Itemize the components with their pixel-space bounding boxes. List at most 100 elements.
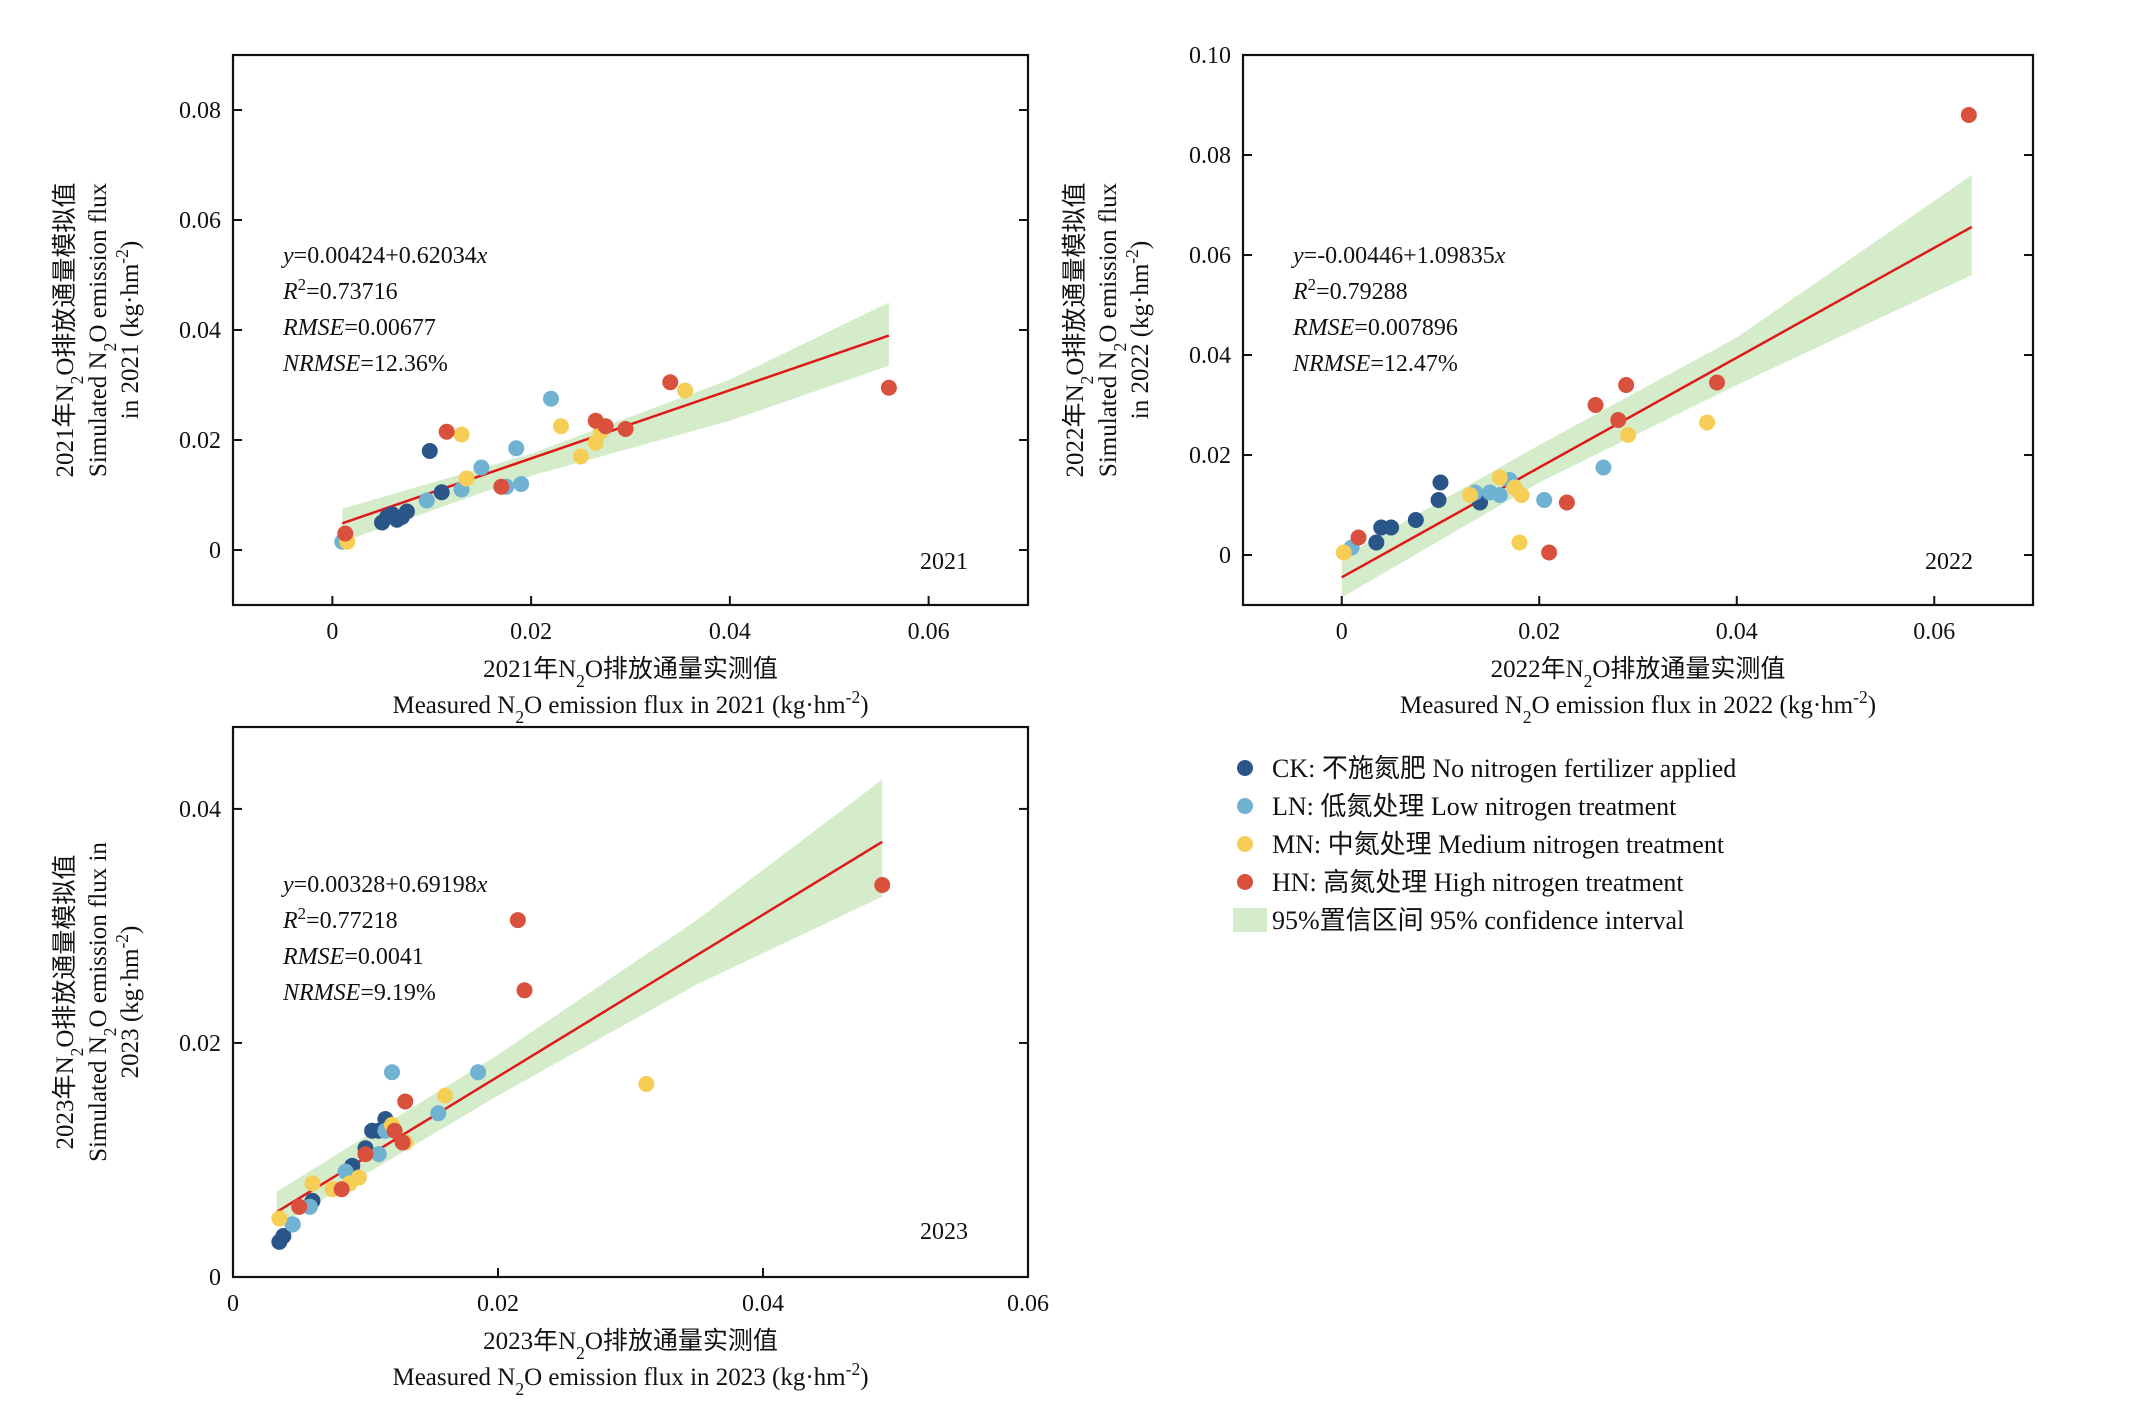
y-tick-label: 0.06 [1189,243,1231,269]
legend-swatch [1233,908,1267,932]
legend-marker [1237,874,1253,890]
data-point-mn [1699,414,1716,431]
stat-eq: y=0.00424+0.62034x [281,243,488,269]
y-tick-label: 0 [209,538,221,564]
y-tick-label: 0.04 [1189,343,1231,369]
data-point-hn [880,379,897,396]
x-tick-label: 0.02 [1518,619,1560,645]
stat-rmse: RMSE=0.00677 [282,315,436,341]
x-tick-label: 0.06 [1913,619,1955,645]
x-axis-title-en: Measured N2O emission flux in 2021 (kg·h… [392,687,868,727]
x-axis-title-cn: 2022年N2O排放通量实测值 [1491,655,1786,691]
legend-label: LN: 低氮处理 Low nitrogen treatment [1272,792,1677,821]
chart-panel-2022: 0 0.02 0.04 0.06 0 0.02 0.04 0.06 0.08 0.10 2022年N… [1061,43,2035,727]
y-tick-label: 0.02 [1189,443,1231,469]
x-axis-title-en: Measured N2O emission flux in 2022 (kg·h… [1400,687,1876,727]
y-axis-title-en: Simulated N2O emission flux [1095,182,1130,477]
data-point-hn [357,1146,374,1163]
legend-item-hn: HN: 高氮处理 High nitrogen treatment [1237,868,1684,897]
x-tick-label: 0 [1336,619,1348,645]
confidence-band [1341,175,1972,598]
y-axis-title-en-2: in 2021 (kg·hm-2) [112,241,144,419]
year-label: 2022 [1925,549,1973,575]
data-point-ck [1383,519,1400,536]
y-axis-title-cn: 2023年N2O排放通量模拟值 [51,855,87,1150]
data-point-mn [458,470,475,487]
year-label: 2021 [920,549,968,575]
data-point-hn [1558,494,1575,511]
y-tick-label: 0.10 [1189,43,1231,69]
data-point-ck [1432,474,1449,491]
chart-panel-2023: 0 0.02 0.04 0.06 0 0.02 0.04 2023年N2O排放通量实测值Mea… [51,725,1049,1399]
data-point-ck [275,1228,292,1245]
chart-panel-2021: 0 0.02 0.04 0.06 0 0.02 0.04 0.06 0.08 2021年N2O排放… [51,53,1030,727]
legend-item-ci: 95%置信区间 95% confidence interval [1233,906,1684,935]
data-point-mn [638,1075,655,1092]
stat-r2: R2=0.79288 [1292,275,1408,306]
stat-r2: R2=0.77218 [282,904,398,935]
y-tick-label: 0 [209,1265,221,1291]
legend-label: CK: 不施氮肥 No nitrogen fertilizer applied [1272,754,1736,783]
stat-eq: y=0.00328+0.69198x [281,872,488,898]
y-tick-label: 0 [1219,543,1231,569]
fit-line [341,334,890,525]
data-point-mn [437,1087,453,1104]
data-point-mn [552,418,569,435]
data-point-mn [1462,487,1479,503]
data-point-mn [677,382,694,399]
y-axis-title-en-2: in 2022 (kg·hm-2) [1122,241,1154,419]
x-tick-label: 0.06 [908,619,950,645]
data-point-ln [1491,487,1508,503]
data-point-mn [572,448,589,465]
y-tick-label: 0.02 [179,428,221,454]
data-point-ln [430,1105,447,1122]
x-tick-label: 0.04 [1716,619,1758,645]
y-tick-label: 0.04 [179,797,221,823]
data-point-hn [1709,374,1725,391]
legend-item-ck: CK: 不施氮肥 No nitrogen fertilizer applied [1237,754,1736,783]
y-axis-title-cn: 2022年N2O排放通量模拟值 [1061,183,1097,478]
data-point-mn [1511,534,1528,551]
y-tick-label: 0.08 [179,98,221,124]
data-point-hn [874,876,891,893]
data-point-ck [398,503,415,520]
fit-line [1341,225,1973,579]
data-point-hn [493,478,510,495]
data-point-ck [1368,534,1385,551]
data-point-ck [421,443,438,459]
data-point-hn [617,421,634,437]
stat-r2: R2=0.73716 [282,275,398,306]
stat-rmse: RMSE=0.0041 [282,944,424,970]
data-point-ln [418,492,435,509]
confidence-band [342,302,889,542]
data-point-hn [516,982,533,999]
data-point-hn [333,1181,350,1198]
data-point-hn [291,1198,308,1215]
data-point-ck [1430,492,1447,508]
data-point-hn [1610,412,1627,428]
data-point-hn [386,1122,403,1139]
data-point-mn [1513,487,1530,503]
data-point-hn [662,374,679,391]
stat-nrmse: NRMSE=12.47% [1292,351,1458,377]
x-tick-label: 0.02 [510,619,552,645]
plot-frame [231,725,1030,1279]
legend-marker [1237,798,1253,814]
x-tick-label: 0 [227,1291,239,1317]
data-point-mn [1620,427,1637,443]
data-point-ln [473,459,490,476]
legend-label: MN: 中氮处理 Medium nitrogen treatment [1272,830,1725,859]
data-point-ln [384,1064,400,1081]
y-tick-label: 0.04 [179,318,221,344]
x-tick-label: 0.06 [1007,1291,1049,1317]
data-point-mn [1335,544,1352,561]
data-point-mn [453,426,470,443]
y-axis-title-en: Simulated N2O emission flux in [85,842,120,1162]
data-point-hn [1350,529,1367,546]
x-axis-title-cn: 2023年N2O排放通量实测值 [483,1327,778,1363]
x-tick-label: 0.04 [709,619,751,645]
y-tick-label: 0.08 [1189,143,1231,169]
data-point-ln [508,440,525,457]
data-point-hn [438,423,455,440]
